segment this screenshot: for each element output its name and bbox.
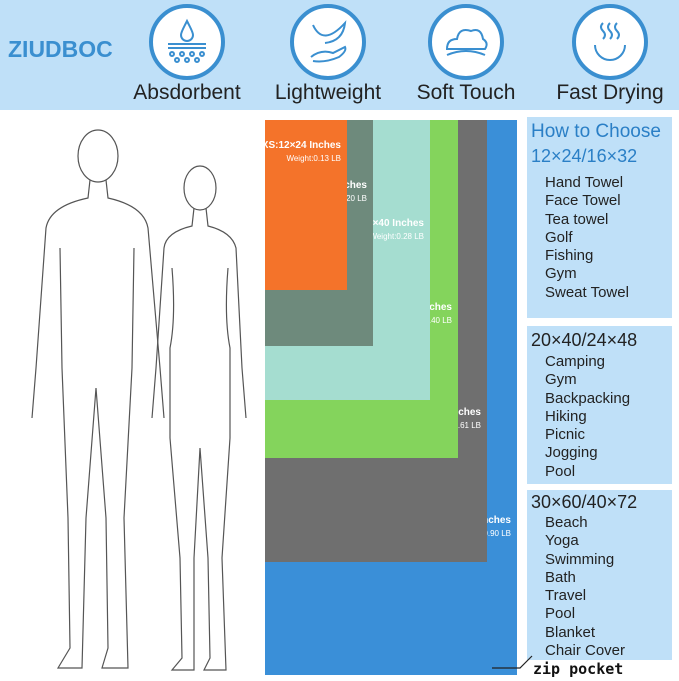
- size-label: XS:12×24 Inches Weight:0.13 LB: [262, 140, 341, 163]
- human-silhouettes: [31, 129, 247, 671]
- size-weight: Weight:0.13 LB: [286, 154, 341, 163]
- use-case-item: Chair Cover: [545, 642, 626, 660]
- use-case-item: Pool: [545, 462, 576, 480]
- water-drop-icon: [149, 4, 225, 80]
- size-dimensions: M:20×40 Inches: [349, 218, 424, 229]
- guide-group-large: 30×60/40×72 Beach Yoga Swimming Bath Travel P…: [527, 490, 672, 660]
- use-case-item: Beach: [545, 514, 588, 531]
- brand-logo: ZIUDBOC: [8, 36, 113, 62]
- use-case-item: Sweat Towel: [545, 283, 629, 301]
- use-case-item: Face Towel: [545, 192, 621, 210]
- use-case-item: Swimming: [545, 550, 615, 568]
- use-case-item: Travel: [545, 587, 587, 605]
- feature-absorbent: Absdorbent: [122, 4, 252, 105]
- use-case-item: Camping: [545, 353, 606, 370]
- female-figure-outline: [151, 165, 247, 671]
- use-case-item: Pool: [545, 605, 576, 623]
- size-label: M:20×40 Inches Weight:0.28 LB: [350, 218, 424, 241]
- guide-group-medium: 20×40/24×48 Camping Gym Backpacking Hiking P…: [527, 326, 672, 484]
- use-case-item: Bath: [545, 568, 576, 586]
- guide-title: How to Choose: [531, 121, 661, 142]
- feature-banner: ZIUDBOC Absdorbent Lightweight Soft Touc…: [0, 0, 679, 110]
- use-case-item: Blanket: [545, 623, 596, 641]
- zip-pocket-label: zip pocket: [533, 660, 624, 678]
- use-case-item: Golf: [545, 228, 573, 246]
- guide-heading: 12×24/16×32: [531, 146, 638, 166]
- cloud-icon: [428, 4, 504, 80]
- male-figure-outline: [31, 129, 165, 669]
- use-case-item: Jogging: [545, 444, 598, 462]
- use-case-item: Hiking: [545, 407, 587, 425]
- use-case-item: Gym: [545, 265, 577, 283]
- use-case-item: Yoga: [545, 532, 579, 550]
- towel-size-xs: XS:12×24 Inches Weight:0.13 LB: [262, 120, 347, 290]
- use-case-item: Tea towel: [545, 210, 609, 228]
- feature-lightweight: Lightweight: [263, 4, 393, 105]
- use-case-item: Gym: [545, 371, 577, 389]
- guide-group-small: How to Choose 12×24/16×32 Hand Towel Face…: [527, 117, 672, 318]
- size-dimensions: XS:12×24 Inches: [261, 140, 341, 151]
- size-weight: Weight:0.28 LB: [369, 232, 424, 241]
- zip-pointer-arrow-icon: [492, 655, 533, 669]
- use-case-item: Backpacking: [545, 389, 631, 407]
- use-case-item: Hand Towel: [545, 174, 624, 191]
- feather-hand-icon: [290, 4, 366, 80]
- use-case-item: Picnic: [545, 426, 586, 444]
- steam-icon: [572, 4, 648, 80]
- use-case-item: Fishing: [545, 247, 594, 265]
- guide-heading: 30×60/40×72: [531, 492, 638, 512]
- guide-heading: 20×40/24×48: [531, 330, 638, 350]
- feature-soft-touch: Soft Touch: [401, 4, 531, 105]
- feature-fast-drying: Fast Drying: [545, 4, 675, 105]
